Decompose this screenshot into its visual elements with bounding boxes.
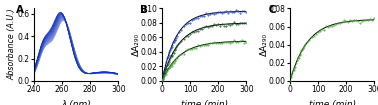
X-axis label: λ (nm): λ (nm) — [61, 100, 91, 105]
Text: C: C — [268, 5, 276, 15]
X-axis label: time (min): time (min) — [308, 100, 356, 105]
Y-axis label: ΔA₂₉₀: ΔA₂₉₀ — [260, 33, 269, 56]
Y-axis label: Absorbance (A.U.): Absorbance (A.U.) — [7, 9, 16, 81]
X-axis label: time (min): time (min) — [181, 100, 228, 105]
Y-axis label: ΔA₂₉₀: ΔA₂₉₀ — [132, 33, 141, 56]
Text: A: A — [15, 5, 23, 15]
Text: B: B — [140, 5, 148, 15]
